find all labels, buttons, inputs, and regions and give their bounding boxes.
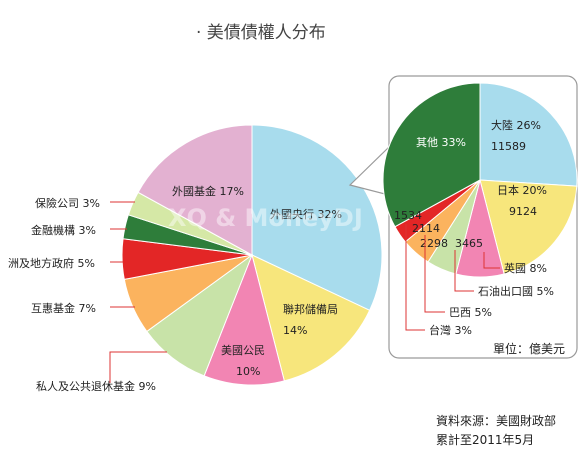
main-pie-slice — [137, 124, 253, 256]
main-pie-slice — [251, 254, 371, 382]
slice-label: 英國 8% — [504, 261, 547, 275]
slice-label: 洲及地方政府 5% — [8, 256, 95, 270]
slice-amount: 3465 — [455, 237, 483, 250]
leader-line — [109, 351, 167, 383]
slice-amount: 1534 — [394, 209, 422, 222]
leader-line — [483, 252, 500, 269]
slice-amount: 2114 — [412, 222, 440, 235]
slice-label: 金融機構 3% — [31, 223, 96, 237]
sub-pie — [382, 82, 578, 278]
slice-label: 外國基金 17% — [172, 184, 244, 198]
slice-label: 美國公民 — [221, 344, 265, 357]
watermark: XQ & MoneyDJ — [168, 204, 363, 232]
slice-label: 巴西 5% — [449, 306, 492, 319]
source-line-2: 累計至2011年5月 — [436, 433, 535, 447]
slice-label: 台灣 3% — [429, 323, 472, 337]
source-note: 資料來源：美國財政部 累計至2011年5月 — [436, 412, 556, 450]
slice-label: 互惠基金 7% — [31, 301, 96, 315]
sub-pie-slice — [479, 179, 578, 275]
slice-label: 日本 20% — [497, 183, 547, 197]
slice-label: 10% — [236, 365, 260, 378]
leader-line — [454, 250, 474, 292]
sub-pie-slice — [382, 82, 481, 228]
slice-label: 9124 — [509, 205, 537, 218]
slice-label: 聯邦儲備局 — [283, 303, 338, 316]
main-pie-slice — [203, 253, 285, 386]
callout-pointer — [348, 146, 390, 196]
sub-pie-slice — [479, 82, 578, 187]
source-line-1: 資料來源：美國財政部 — [436, 414, 557, 428]
slice-labels: 外國央行 32% 聯邦儲備局 14% 美國公民 10% 外國基金 17% 保險公司 3% 金融… — [8, 118, 554, 393]
slice-label: 私人及公共退休基金 9% — [36, 379, 156, 393]
slice-label: 保險公司 3% — [35, 196, 100, 210]
slice-label: 11589 — [491, 140, 526, 153]
slice-label: 大陸 26% — [491, 118, 541, 132]
slice-label: 其他 33% — [416, 136, 466, 149]
slice-label: 石油出口國 5% — [478, 284, 554, 298]
chart-title: · 美債債權人分布 — [196, 23, 326, 43]
leader-line — [424, 235, 445, 313]
main-pie — [121, 124, 383, 386]
slice-label: 外國央行 32% — [270, 208, 342, 221]
unit-label: 單位：億美元 — [493, 342, 566, 356]
slice-label: 14% — [283, 324, 307, 337]
slice-amount: 2298 — [420, 237, 448, 250]
leader-line — [405, 224, 425, 331]
